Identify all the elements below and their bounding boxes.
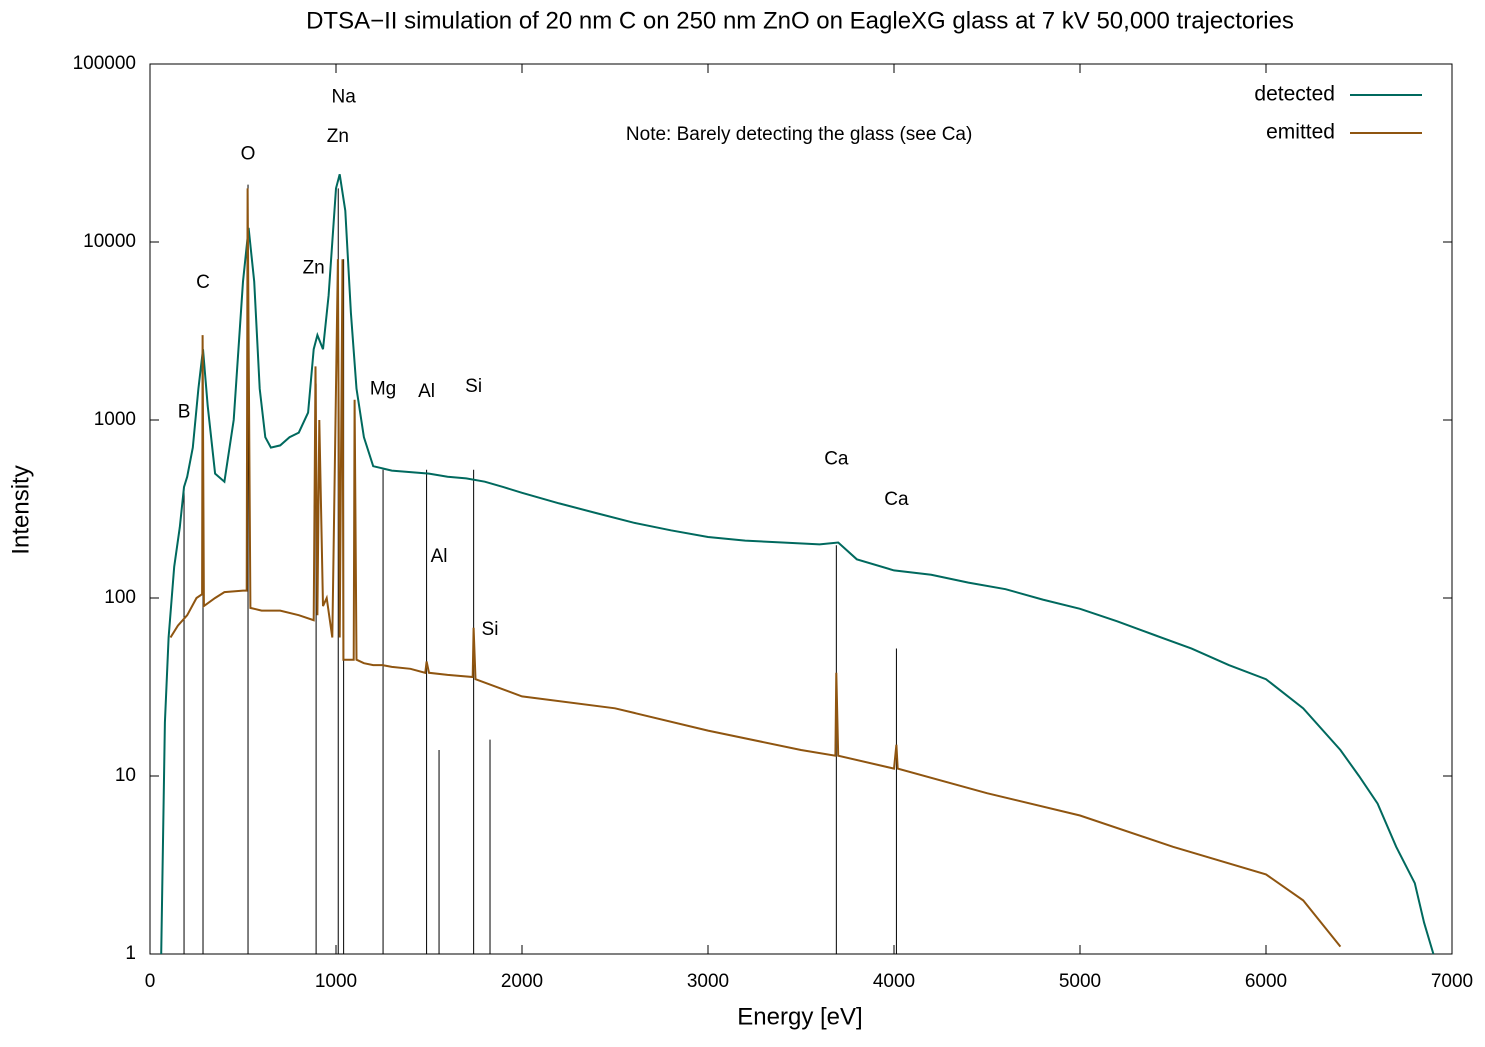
x-tick-label: 0 [145,971,156,992]
chart-title: DTSA−II simulation of 20 nm C on 250 nm … [306,7,1294,34]
y-tick-label: 10 [115,765,136,786]
annotation: Note: Barely detecting the glass (see Ca… [626,124,972,145]
y-tick-label: 100 [104,587,136,608]
x-tick-label: 3000 [687,971,729,992]
annotation: Ca [824,449,849,470]
y-tick-label: 1 [125,943,136,964]
annotation: Si [482,619,499,640]
x-tick-label: 6000 [1245,971,1287,992]
y-tick-label: 10000 [83,231,136,252]
annotation: Ca [884,489,909,510]
x-tick-label: 5000 [1059,971,1101,992]
annotation: Al [431,546,448,567]
x-tick-label: 7000 [1431,971,1473,992]
legend-label: detected [1254,83,1335,106]
annotation: Zn [327,126,349,147]
plot-frame [149,63,1453,955]
annotation: C [196,272,210,293]
annotation: Si [465,376,482,397]
y-tick-label: 100000 [73,53,136,74]
series-line [160,174,1435,955]
x-tick-label: 2000 [501,971,543,992]
x-tick-label: 4000 [873,971,915,992]
y-axis-label: Intensity [7,465,34,554]
x-axis-label: Energy [eV] [737,1003,862,1030]
x-tick-label: 1000 [315,971,357,992]
y-tick-label: 1000 [94,409,136,430]
annotation: O [241,144,256,165]
annotation: Mg [370,379,396,400]
annotation: Na [331,86,356,107]
legend-label: emitted [1266,121,1335,144]
annotation: Zn [303,257,325,278]
annotation: Al [418,381,435,402]
series-line [169,188,1342,948]
annotation: B [178,402,191,423]
